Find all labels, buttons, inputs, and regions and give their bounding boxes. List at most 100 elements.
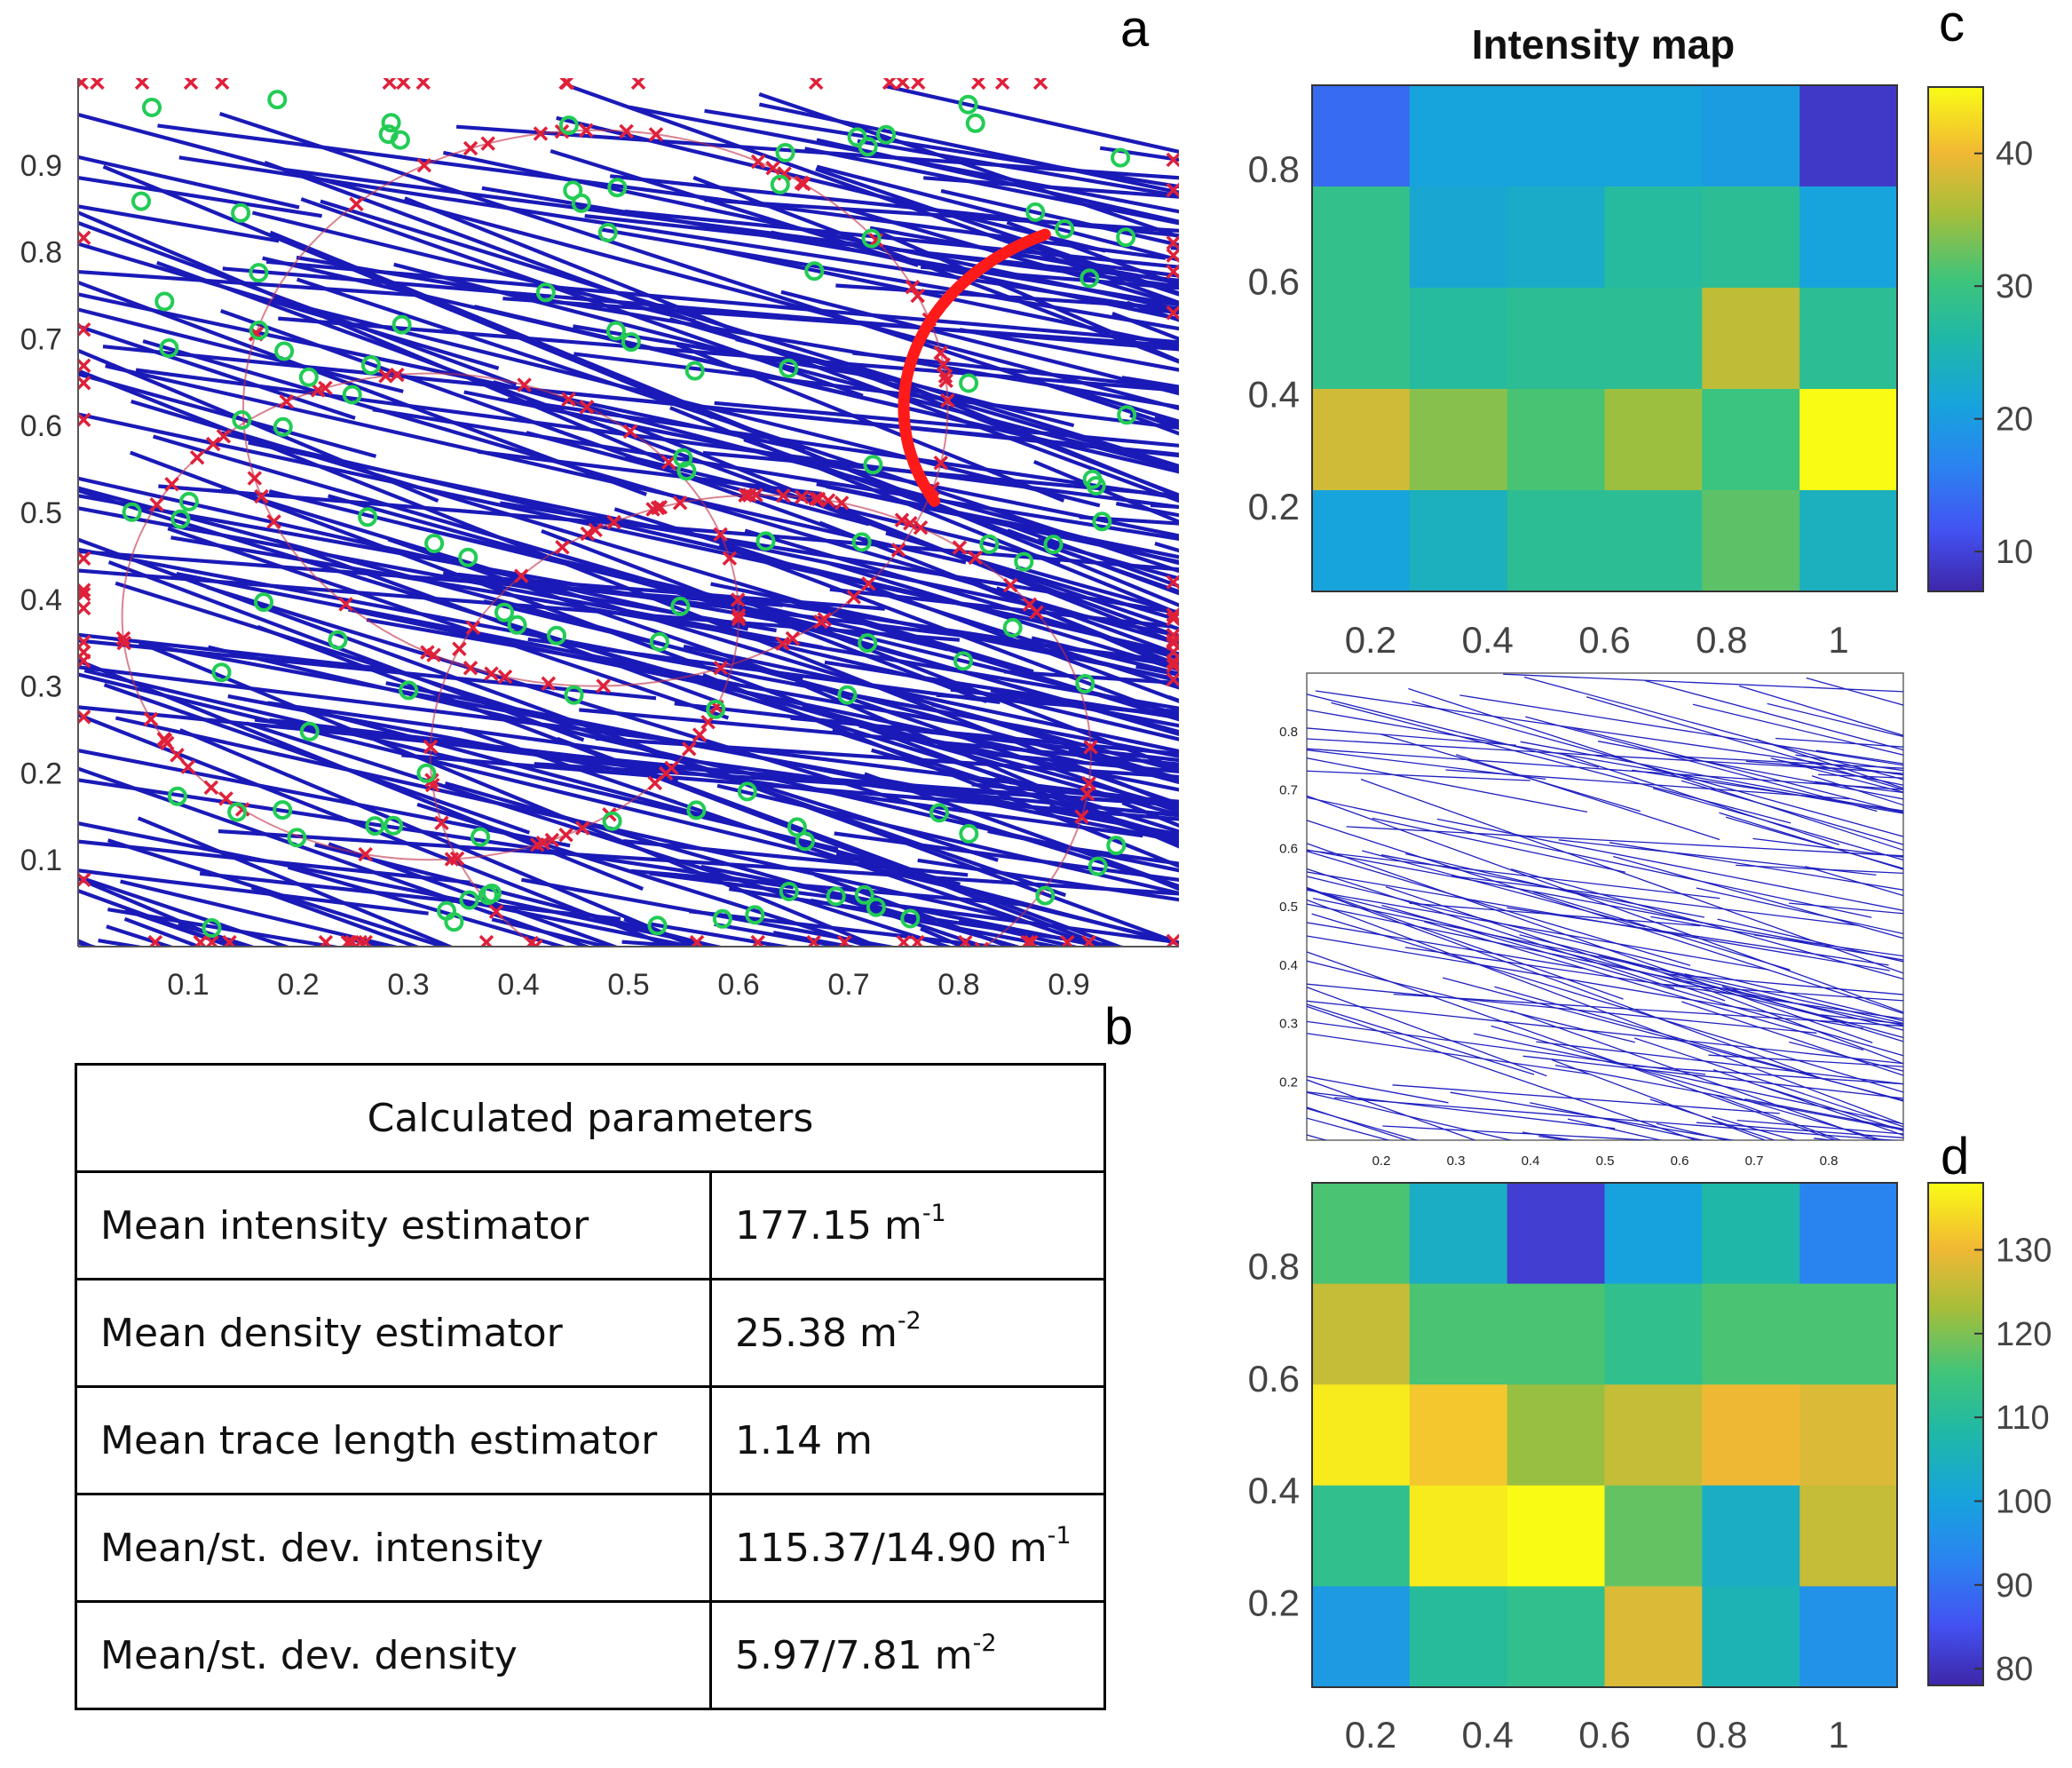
intersection-x-marker [561,392,576,407]
fracture-trace-line [250,885,422,947]
intersection-x-marker [952,540,968,555]
param-value-text: 115.37/14.90 m [735,1525,1048,1571]
trace-map-line [1307,871,1890,971]
colorbar-d [1927,1182,1984,1686]
fracture-trace-line [78,204,280,243]
param-value: 177.15 m-1 [709,1170,1106,1280]
heatmap-cell [1507,186,1606,289]
x-tick-label: 0.3 [387,968,429,1002]
fracture-trace-line [714,400,1179,448]
heatmap-cell [1409,1384,1508,1487]
fracture-trace-line [786,598,1179,722]
trace-map-line [1736,864,1903,875]
fracture-trace-line [917,858,1179,902]
trace-map-line [1307,983,1817,1034]
trace-map-line [1307,738,1879,773]
heatmap-cell [1799,85,1898,187]
colorbar-tick-label: 90 [1996,1567,2033,1605]
fracture-trace-line [835,852,1179,947]
intersection-x-marker [606,514,621,530]
intersection-x-marker [116,635,131,651]
heatmap-cell [1604,288,1703,390]
trace-map-line [1307,1107,1420,1140]
intersection-x-marker [78,551,91,567]
fracture-trace-line [78,242,500,370]
fracture-trace-line [705,246,1179,348]
y-tick-label: 0.4 [20,583,62,617]
fracture-trace-line [985,561,1179,631]
fracture-trace-line [178,155,1179,314]
intersection-x-marker [794,489,810,504]
fracture-trace-line [275,538,724,706]
heatmap-cell [1409,490,1508,592]
endpoint-o-marker [167,786,187,806]
param-value-exponent: -2 [897,1306,921,1335]
fracture-trace-line [857,139,1179,198]
fracture-trace-line [810,898,1065,947]
endpoint-o-marker [621,332,641,353]
heatmap-cell [1507,1384,1606,1487]
fracture-trace-line [834,831,1179,883]
colorbar-tick-label: 10 [1996,534,2033,571]
fracture-trace-line [278,316,1179,392]
intersection-x-marker [1166,658,1179,673]
trace-map-line [1554,1064,1903,1131]
endpoint-o-marker [979,534,1000,554]
endpoint-o-marker [494,602,514,622]
intersection-x-marker [713,660,729,676]
heatmap-cell [1702,1586,1800,1688]
fracture-trace-line [579,708,1179,766]
endpoint-o-marker [706,699,726,719]
trace-map-line [1805,866,1903,897]
endpoint-o-marker [863,455,883,475]
y-tick-label: 0.6 [1248,261,1300,303]
fracture-trace-line [387,537,1179,814]
endpoint-o-marker [416,763,437,783]
fracture-trace-line [816,138,1179,224]
table-row: Mean trace length estimator 1.14 m [75,1385,1106,1495]
intersection-x-marker [78,78,90,91]
intersection-x-marker [940,392,955,408]
param-value-text: 5.97/7.81 m [735,1632,973,1678]
fracture-trace-line [573,352,1179,430]
heatmap-cell [1604,490,1703,592]
trace-map-line [1644,679,1903,751]
intersection-x-marker [558,828,573,843]
intersection-x-marker [164,477,179,492]
intersection-x-marker [938,373,953,389]
table-header-row: Calculated parameters [75,1063,1106,1173]
endpoint-o-marker [900,908,921,929]
x-tick-label: 0.7 [1745,1154,1764,1169]
trace-map-line [1664,983,1903,1002]
heatmap-cell [1799,1586,1898,1688]
trace-map-line [1451,875,1859,926]
fracture-trace-line [296,277,1179,574]
intersection-x-marker [423,739,439,755]
intersection-x-marker [1079,786,1095,802]
intersection-x-marker [434,815,449,830]
fracture-trace-line [959,328,1179,372]
intersection-x-marker [722,551,738,566]
trace-map-line [1307,748,1903,790]
intersection-x-marker [588,522,603,538]
endpoint-o-marker [267,90,288,110]
param-label: Mean intensity estimator [75,1170,712,1280]
trace-map-line [1307,922,1586,970]
fracture-trace-line [674,702,1179,763]
intersection-x-marker [465,620,481,635]
trace-map-line [1726,816,1903,869]
trace-map-line [1532,891,1791,971]
fracture-trace-line [78,766,592,947]
fracture-trace-line [692,176,1179,364]
table-row: Mean/st. dev. density 5.97/7.81 m-2 [75,1600,1106,1710]
fracture-trace-line [507,397,1179,500]
heatmap-cell [1312,1283,1411,1385]
intersection-x-marker [420,645,435,660]
trace-map-line [1806,677,1903,706]
heatmap-cell [1604,1586,1703,1688]
fracture-trace-line [1031,636,1179,676]
fracture-trace-line [78,155,300,210]
fracture-trace-line [199,871,621,922]
fracture-trace-line [826,484,1179,564]
y-tick-label: 0.2 [1248,1582,1300,1623]
